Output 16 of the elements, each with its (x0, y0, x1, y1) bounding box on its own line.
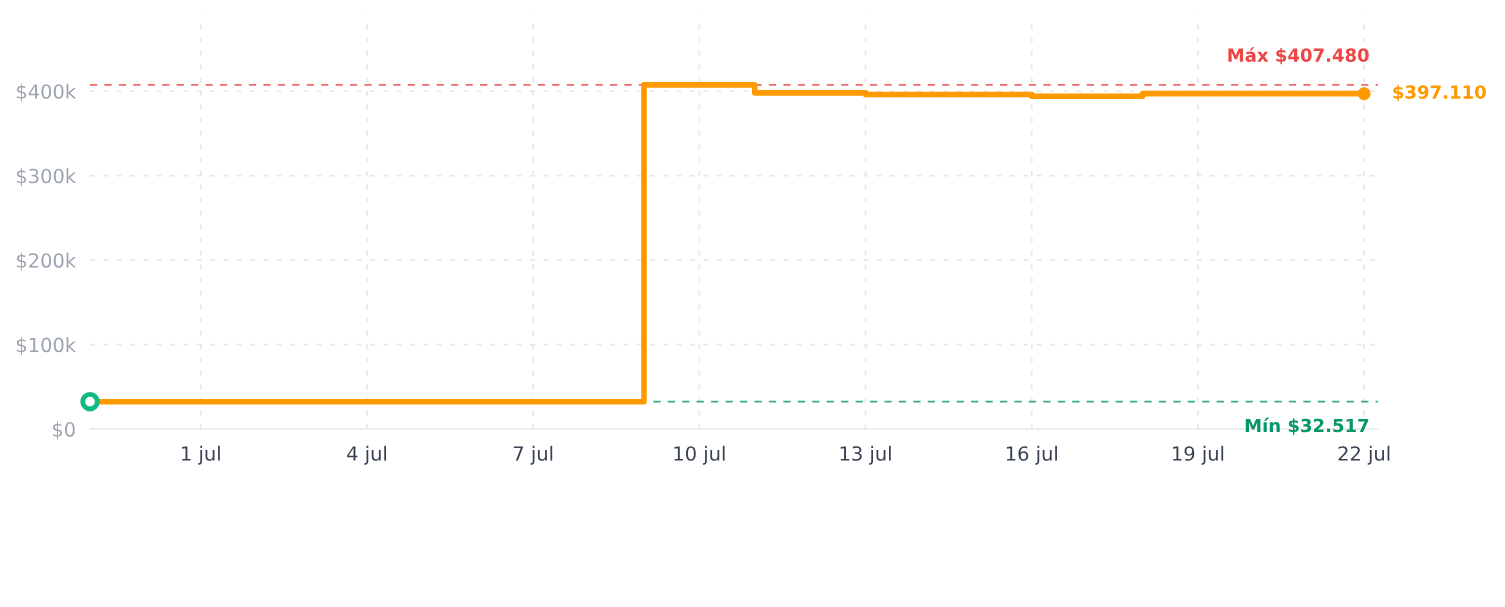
x-tick-label: 19 jul (1173, 445, 1224, 465)
ref-line-label: Máx $407.480 (1228, 47, 1369, 65)
ref-line-label: Mín $32.517 (1245, 417, 1369, 435)
y-tick-label: $0 (52, 421, 75, 440)
x-tick-label: 1 jul (182, 445, 220, 465)
annotation: $397.110 (1393, 84, 1486, 102)
x-tick-label: 7 jul (513, 445, 553, 465)
y-tick-label: $200k (16, 252, 77, 271)
x-tick-label: 16 jul (1006, 445, 1057, 465)
x-tick-label: 13 jul (840, 445, 891, 465)
x-tick-label: 4 jul (347, 445, 386, 465)
x-tick-label: 10 jul (674, 445, 725, 465)
y-tick-label: $400k (16, 83, 77, 102)
y-tick-label: $300k (16, 168, 77, 186)
y-tick-label: $100k (16, 337, 77, 355)
x-tick-label: 22 jul (1338, 445, 1390, 465)
